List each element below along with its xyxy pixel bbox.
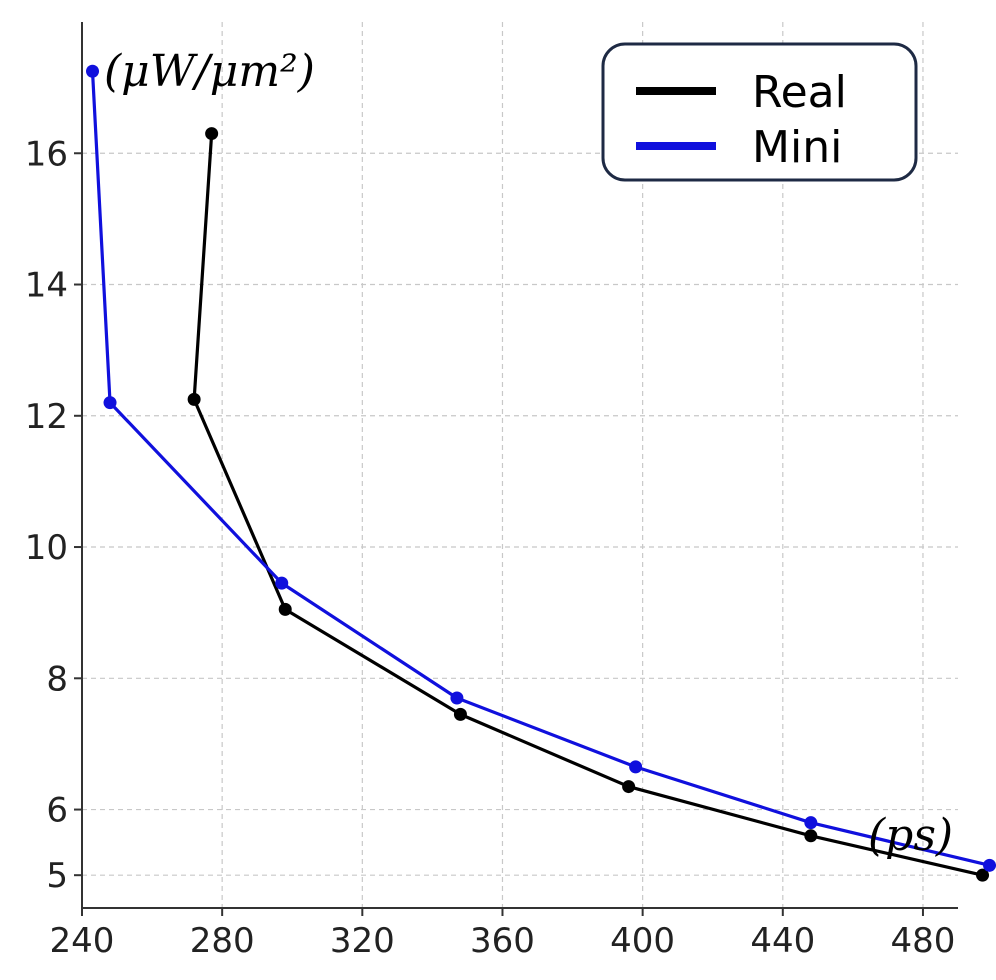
series-mini xyxy=(86,64,996,872)
x-tick-label-320: 320 xyxy=(330,921,395,961)
y-tick-label-10: 10 xyxy=(25,528,68,568)
y-tick-label-16: 16 xyxy=(25,134,68,174)
point-real-0 xyxy=(205,127,219,141)
point-mini-4 xyxy=(629,760,643,774)
point-real-3 xyxy=(453,707,467,721)
point-real-2 xyxy=(278,602,292,616)
y-tick-label-5: 5 xyxy=(46,856,68,896)
point-mini-0 xyxy=(86,64,100,78)
series-layer xyxy=(86,64,996,882)
series-line-mini xyxy=(90,71,990,867)
x-tick-label-360: 360 xyxy=(470,921,535,961)
x-tick-label-280: 280 xyxy=(190,921,255,961)
point-mini-6 xyxy=(983,858,996,872)
x-tick-label-240: 240 xyxy=(50,921,115,961)
legend: Real Mini xyxy=(601,42,918,182)
point-real-5 xyxy=(804,829,818,843)
x-tick-label-440: 440 xyxy=(750,921,815,961)
series-real xyxy=(187,127,990,882)
point-mini-1 xyxy=(103,396,117,410)
x-tick-label-400: 400 xyxy=(610,921,675,961)
axes xyxy=(74,22,958,916)
y-tick-label-14: 14 xyxy=(25,266,68,306)
y-tick-label-8: 8 xyxy=(46,659,68,699)
tick-labels: 240 280 320 360 400 440 480 5 6 8 10 12 14 16 xyxy=(25,134,956,961)
y-tick-label-6: 6 xyxy=(46,791,68,831)
point-real-4 xyxy=(622,780,636,794)
y-tick-label-12: 12 xyxy=(25,397,68,437)
point-mini-5 xyxy=(804,816,818,830)
series-line-real xyxy=(192,133,983,877)
x-unit-label: (ps) xyxy=(868,810,953,861)
point-real-6 xyxy=(976,868,990,882)
legend-label-real: Real xyxy=(752,67,847,118)
legend-label-mini: Mini xyxy=(752,122,842,173)
point-mini-2 xyxy=(275,576,289,590)
point-mini-3 xyxy=(450,691,464,705)
x-tick-label-480: 480 xyxy=(891,921,956,961)
y-unit-label: (μW/μm²) xyxy=(104,46,315,97)
point-real-1 xyxy=(187,392,201,406)
